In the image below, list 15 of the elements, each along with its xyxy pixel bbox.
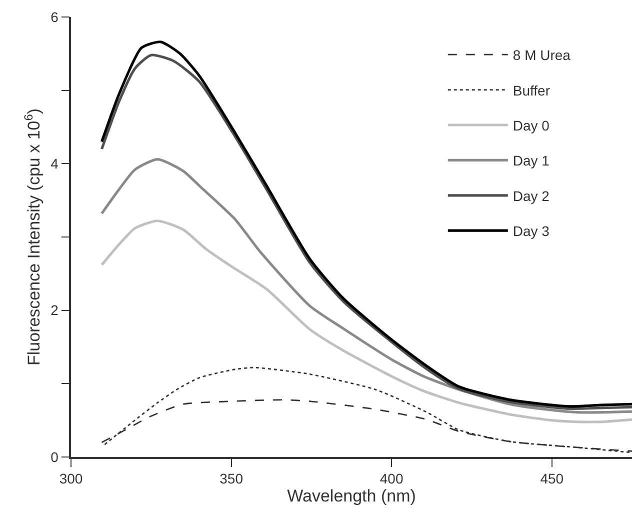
y-tick-label: 2 <box>50 302 59 318</box>
legend-label: Day 3 <box>512 223 550 240</box>
legend-label: 8 M Urea <box>512 47 571 64</box>
legend-label: Day 1 <box>512 152 550 169</box>
y-tick-label: 4 <box>50 156 59 172</box>
legend-label: Buffer <box>512 82 550 98</box>
y-tick-label: 6 <box>50 8 59 25</box>
x-tick-label: 450 <box>540 470 564 487</box>
legend-label: Day 0 <box>512 117 550 134</box>
x-tick-label: 400 <box>380 470 404 487</box>
y-tick-label: 0 <box>50 448 59 465</box>
legend-label: Day 2 <box>512 188 550 204</box>
x-tick-label: 350 <box>220 470 244 487</box>
x-axis-title: Wavelength (nm) <box>287 486 416 506</box>
x-tick-label: 300 <box>59 470 83 487</box>
